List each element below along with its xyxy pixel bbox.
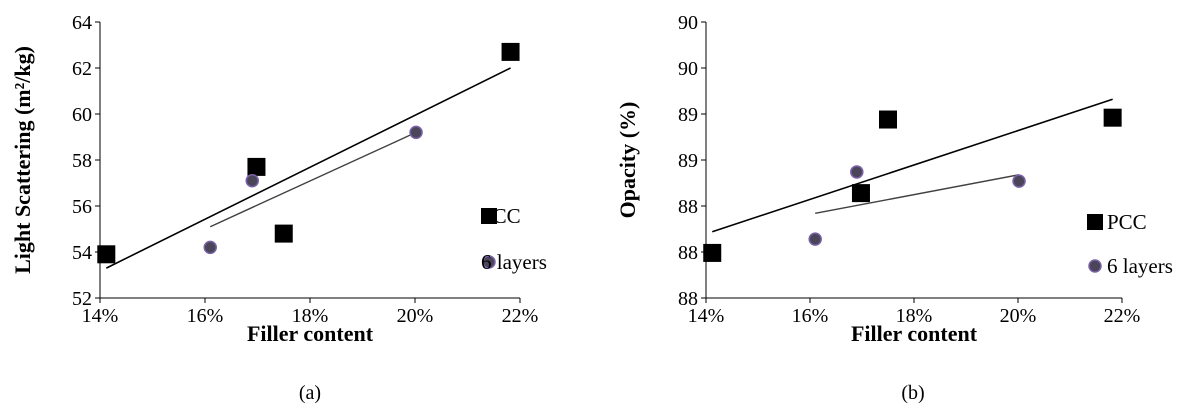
pcc-data-point xyxy=(501,42,520,61)
chart-a-panel: 52 54 56 58 60 62 64 14% 16% 18% 20% 22% Filler cont… xyxy=(10,12,547,404)
x-tick-label: 14% xyxy=(82,305,119,327)
pcc-trendline xyxy=(105,67,511,269)
y-tick-label: 88 xyxy=(678,196,698,218)
y-tick-label: 89 xyxy=(678,150,698,172)
x-tick-label: 20% xyxy=(1000,305,1037,327)
pcc-data-point xyxy=(1103,108,1122,127)
y-tick-label: 90 xyxy=(678,58,698,80)
pcc-data-point xyxy=(247,157,266,176)
six-layers-trendline xyxy=(209,131,417,228)
x-tick-label: 14% xyxy=(688,305,725,327)
x-axis-title: Filler content xyxy=(247,321,374,346)
x-axis-title: Filler content xyxy=(851,321,978,346)
x-tick-label: 18% xyxy=(896,305,933,327)
legend-label-6-layers: 6 layers xyxy=(481,250,547,274)
pcc-data-point xyxy=(703,243,722,262)
x-tick-label: 16% xyxy=(792,305,829,327)
x-tick-label: 22% xyxy=(502,305,539,327)
y-tick-label: 90 xyxy=(678,12,698,34)
y-tick-label: 52 xyxy=(72,288,92,310)
legend-marker-6-layers xyxy=(1088,259,1102,273)
y-tick-label: 62 xyxy=(72,58,92,80)
y-tick-label: 58 xyxy=(72,150,92,172)
x-tick-label: 20% xyxy=(397,305,434,327)
y-tick-label: 56 xyxy=(72,196,92,218)
six-layers-data-point xyxy=(808,232,822,246)
x-tick-label: 18% xyxy=(292,305,329,327)
legend-label-pcc: PCC xyxy=(1107,210,1147,234)
pcc-data-point xyxy=(851,184,870,203)
legend-marker-pcc xyxy=(1087,214,1103,230)
legend-marker-6-layers xyxy=(482,255,496,269)
x-tick-label: 16% xyxy=(187,305,224,327)
six-layers-data-point xyxy=(203,240,217,255)
pcc-data-point xyxy=(274,224,293,243)
y-axis-title: Opacity (%) xyxy=(615,102,640,219)
pcc-data-point xyxy=(879,110,897,129)
chart-b-panel: 88 88 88 89 89 90 90 14% 16% 18% 20% 22% Filler cont… xyxy=(615,12,1173,404)
y-tick-label: 64 xyxy=(72,12,92,34)
six-layers-trendline xyxy=(815,174,1020,215)
x-tick-label: 22% xyxy=(1104,305,1141,327)
legend-label-6-layers: 6 layers xyxy=(1107,254,1173,278)
legend-label-pcc: PCC xyxy=(481,204,521,228)
panel-label: (a) xyxy=(299,382,321,404)
pcc-data-point xyxy=(97,245,116,264)
legend-marker-pcc xyxy=(481,208,497,224)
y-tick-label: 88 xyxy=(678,242,698,264)
pcc-trendline xyxy=(711,98,1113,233)
y-tick-label: 54 xyxy=(72,242,92,264)
y-tick-label: 88 xyxy=(678,288,698,310)
six-layers-data-point xyxy=(409,125,423,140)
y-axis-title: Light Scattering (m²/kg) xyxy=(10,46,35,274)
y-tick-label: 89 xyxy=(678,104,698,126)
six-layers-data-point xyxy=(245,173,259,188)
six-layers-data-point xyxy=(1012,174,1026,188)
panel-label: (b) xyxy=(901,382,924,404)
y-tick-label: 60 xyxy=(72,104,92,126)
six-layers-data-point xyxy=(850,165,864,179)
